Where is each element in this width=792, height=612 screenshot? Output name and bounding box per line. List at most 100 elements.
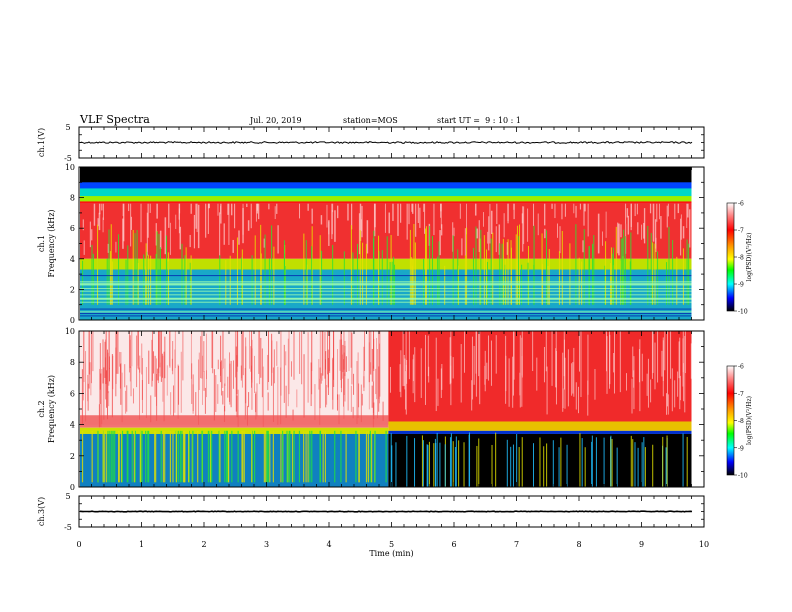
streak-light-late (512, 356, 514, 408)
spike (501, 243, 503, 305)
streak-light (551, 203, 553, 209)
spike-early (211, 430, 213, 483)
spike (623, 229, 625, 305)
hline (80, 312, 692, 314)
streak-light (326, 204, 328, 228)
streak-light (311, 208, 313, 224)
spike (548, 249, 550, 305)
streak-red (343, 359, 344, 407)
spike (657, 251, 659, 305)
streak-red (150, 395, 152, 423)
y-tick-label: 5 (65, 123, 70, 132)
spike-late (458, 440, 460, 487)
streak-red (272, 367, 274, 422)
streak-red (244, 367, 246, 420)
streak-red (233, 360, 234, 389)
spike (150, 255, 152, 305)
streak-light (689, 209, 691, 248)
streak-light (91, 229, 93, 241)
spike-early (103, 430, 105, 483)
streak-red (128, 331, 130, 373)
streak-red (319, 367, 321, 409)
streak-red (83, 331, 85, 383)
streak-red (192, 374, 194, 412)
streak-red (372, 381, 374, 428)
colorbar-tick-label: -10 (738, 309, 748, 316)
streak-red (203, 341, 205, 372)
spike-late (682, 433, 684, 487)
streak-light (115, 241, 117, 253)
spike-late (579, 433, 581, 487)
streak-light (98, 203, 101, 215)
streak-light (208, 203, 210, 209)
spike-early (269, 430, 271, 483)
streak-red (156, 374, 158, 421)
streak-red (132, 388, 134, 404)
streak-red (131, 331, 133, 367)
streak-red (293, 331, 295, 380)
streak-light (337, 205, 339, 219)
hline (80, 290, 692, 292)
spike-late (468, 434, 470, 487)
spike-early (117, 430, 120, 483)
streak-red (324, 332, 326, 379)
spike (158, 233, 160, 305)
spike (362, 242, 364, 305)
streak-red (288, 331, 290, 395)
streak-red (222, 331, 224, 369)
streak-light (130, 203, 132, 247)
colorbar-tick-label: -8 (738, 255, 744, 262)
streak-red (242, 331, 244, 376)
streak-light-late (575, 382, 577, 410)
streak-red (376, 337, 378, 400)
streak-light (332, 203, 334, 213)
streak-red (221, 360, 222, 396)
streak-light (476, 228, 478, 239)
streak-red (224, 358, 226, 386)
spike-late (463, 442, 465, 487)
streak-red (363, 346, 365, 392)
streak-light (358, 213, 361, 255)
spike-early (228, 430, 230, 483)
waveform-trace (79, 510, 693, 513)
spike (109, 251, 111, 305)
streak-red (200, 336, 202, 379)
streak-light (128, 203, 130, 212)
streak-red (203, 371, 205, 391)
spike (668, 226, 670, 305)
spike-early (121, 430, 124, 483)
streak-red (81, 369, 83, 424)
spike-early (147, 430, 149, 483)
streak-light (630, 203, 632, 231)
spike (615, 226, 617, 305)
streak-red (130, 366, 132, 397)
streak-red (156, 358, 158, 406)
hline (80, 298, 692, 300)
spike-late (391, 445, 393, 487)
hline (80, 282, 692, 284)
streak-red (310, 362, 312, 407)
streak-red (236, 355, 238, 395)
streak-red (259, 331, 261, 385)
spike-early (118, 430, 120, 483)
spike (241, 257, 243, 305)
streak-light-late (679, 337, 681, 410)
streak-light (513, 203, 515, 220)
spike-late (518, 447, 520, 487)
streak-light (459, 203, 461, 219)
spike-late (616, 447, 618, 487)
spike-early (154, 430, 156, 483)
streak-light (89, 221, 91, 248)
spike-early (291, 430, 294, 483)
streak-red (363, 376, 365, 388)
streak-light (602, 231, 603, 246)
streak-light-late (460, 344, 462, 403)
streak-light (656, 203, 658, 222)
streak-light-late (440, 368, 442, 398)
streak-light-late (555, 348, 557, 388)
streak-red (108, 331, 110, 386)
hline (80, 275, 692, 277)
spike-late (543, 446, 545, 487)
spike-late (455, 436, 457, 487)
spike (437, 256, 439, 305)
